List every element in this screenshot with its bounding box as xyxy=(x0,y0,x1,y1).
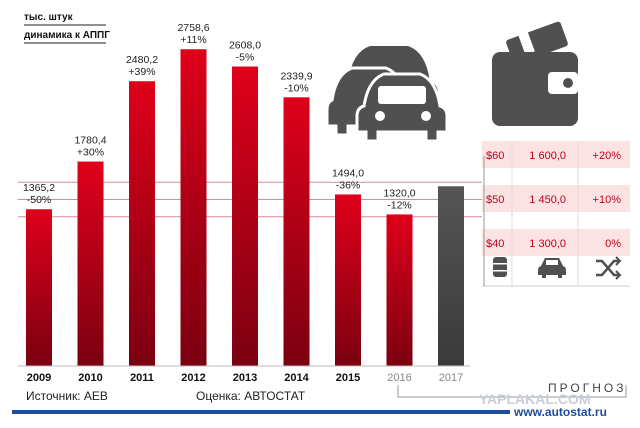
year-label-2015: 2015 xyxy=(336,372,360,384)
bar-2016 xyxy=(386,214,413,366)
cars-icon xyxy=(325,46,449,143)
year-label-2012: 2012 xyxy=(181,372,205,384)
wallet-icon xyxy=(492,21,578,126)
year-label-2010: 2010 xyxy=(78,372,102,384)
oil-barrel-icon xyxy=(493,257,507,277)
sales-cell: 1 450,0 xyxy=(529,194,566,206)
bar-labels-group: 1365,2-50% 1780,4+30% 2480,2+39% 2758,6+11%… xyxy=(23,22,416,211)
change-cell: +10% xyxy=(593,194,622,206)
oil-price-cell: $60 xyxy=(486,150,504,162)
sales-cell: 1 300,0 xyxy=(529,238,566,250)
year-label-2013: 2013 xyxy=(233,372,257,384)
estimate-label: Оценка: АВТОСТАТ xyxy=(196,389,306,403)
oil-price-cell: $50 xyxy=(486,194,504,206)
units-label: тыс. штук xyxy=(24,12,74,23)
value-label-2013: 2608,0 xyxy=(229,40,261,52)
change-label-2013: -5% xyxy=(236,52,255,64)
sales-cell: 1 600,0 xyxy=(529,150,566,162)
forecast-row xyxy=(482,185,630,213)
website-link[interactable]: www.autostat.ru xyxy=(513,405,607,419)
bar-2017 xyxy=(438,186,464,366)
bar-2011 xyxy=(129,81,155,366)
value-label-2010: 1780,4 xyxy=(74,135,106,147)
change-cell: +20% xyxy=(593,150,622,162)
forecast-row xyxy=(482,141,630,169)
change-label-2014: -10% xyxy=(284,82,309,94)
change-label-2010: +30% xyxy=(77,147,104,159)
value-label-2011: 2480,2 xyxy=(126,54,158,66)
value-label-2009: 1365,2 xyxy=(23,182,55,194)
change-cell: 0% xyxy=(605,238,621,250)
forecast-label: ПРОГНОЗ xyxy=(548,381,626,395)
bar-2010 xyxy=(77,161,104,366)
value-label-2016: 1320,0 xyxy=(383,187,415,199)
source-label: Источник: АЕВ xyxy=(26,389,108,403)
year-label-2011: 2011 xyxy=(130,372,154,384)
bar-2012 xyxy=(180,49,207,366)
year-label-2016: 2016 xyxy=(387,372,411,384)
year-label-2014: 2014 xyxy=(284,372,309,384)
value-label-2015: 1494,0 xyxy=(332,167,364,179)
value-label-2014: 2339,9 xyxy=(280,70,312,82)
watermark: YAPLAKAL.COM xyxy=(479,391,591,407)
footer-rule xyxy=(12,410,510,414)
forecast-bracket xyxy=(397,156,627,398)
bar-2009 xyxy=(26,209,52,366)
bars-group xyxy=(26,49,464,366)
change-label-2011: +39% xyxy=(128,66,155,78)
dynamics-label: динамика к АППГ xyxy=(24,30,110,41)
change-label-2012: +11% xyxy=(180,34,206,46)
year-labels-group: 2009 2010 2011 2012 2013 2014 2015 2016 2017 xyxy=(27,372,463,384)
forecast-row xyxy=(482,229,630,257)
year-label-2017: 2017 xyxy=(439,372,463,384)
change-label-2016: -12% xyxy=(387,199,412,211)
change-label-2015: -36% xyxy=(336,179,361,191)
car-icon xyxy=(538,258,566,278)
change-label-2009: -50% xyxy=(27,194,52,206)
year-label-2009: 2009 xyxy=(27,372,51,384)
forecast-table: $60 1 600,0 +20% $50 1 450,0 +10% $40 1 300,0 0% xyxy=(482,141,630,287)
bar-2013 xyxy=(232,66,258,366)
oil-price-cell: $40 xyxy=(486,238,504,250)
value-label-2012: 2758,6 xyxy=(177,22,209,34)
shuffle-icon xyxy=(596,256,622,280)
bar-2015 xyxy=(335,194,361,366)
bar-2014 xyxy=(283,97,310,366)
